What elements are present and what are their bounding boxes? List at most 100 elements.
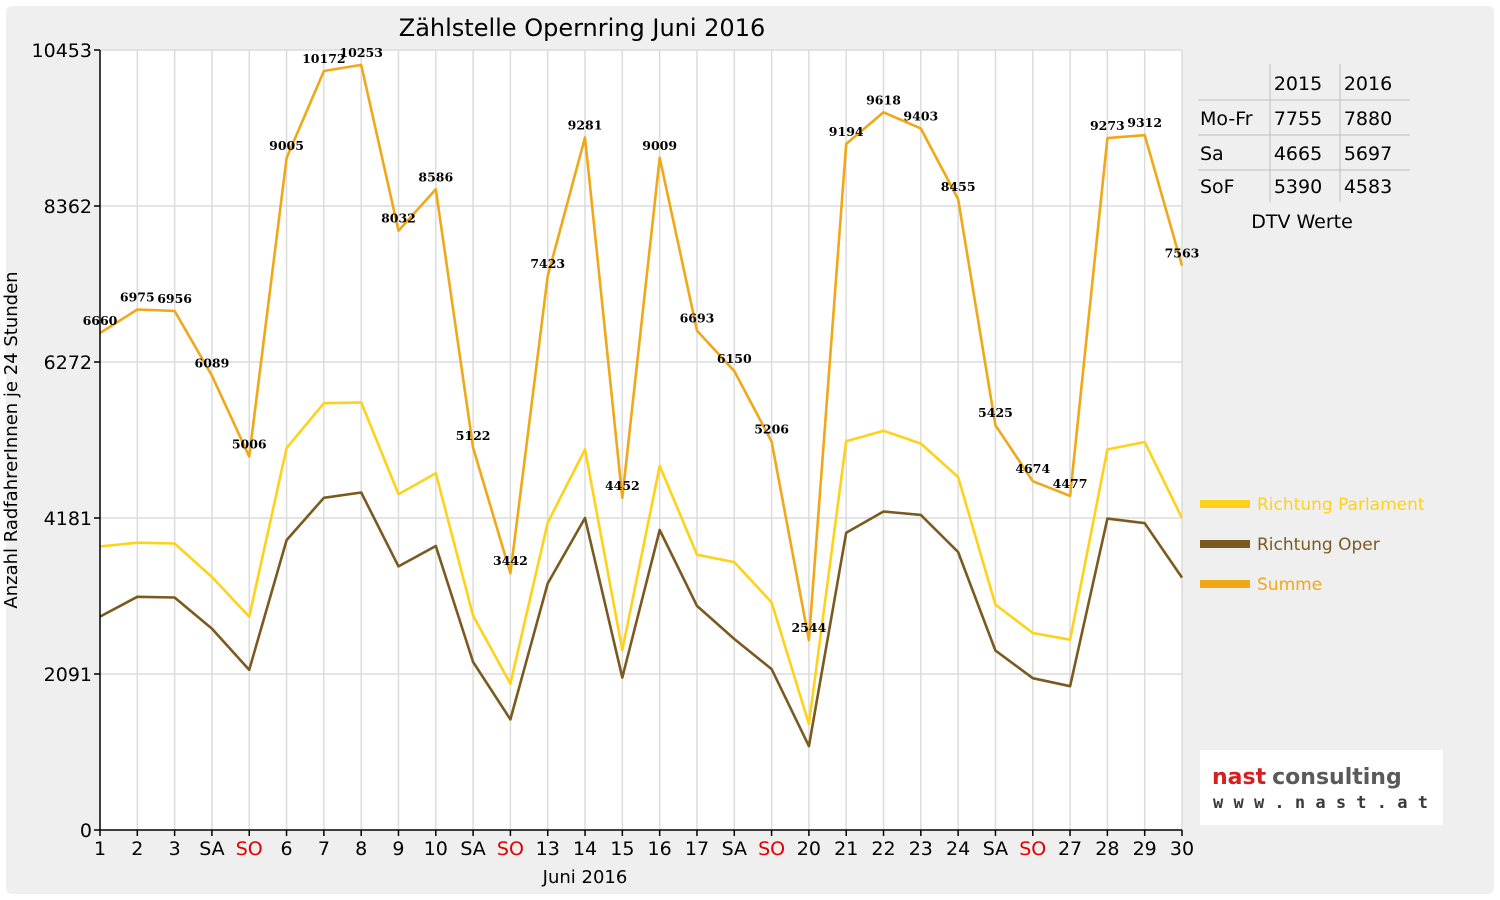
x-axis-ticks: 1 2 3 SA SO 6 7 8 9 10 SA SO 13 14 15 16 17 SA SO 20 21 22 23 2… — [94, 830, 1194, 860]
x-tick-label: 8 — [355, 838, 367, 860]
table-row-label: SoF — [1200, 176, 1235, 198]
data-label: 9281 — [568, 117, 603, 132]
x-tick-label: 20 — [797, 838, 821, 860]
y-tick-label: 6272 — [44, 352, 92, 374]
logo-url: w w w . n a s t . a t — [1213, 793, 1428, 813]
legend-label: Richtung Parlament — [1257, 495, 1425, 515]
x-tick-label: SO — [1019, 838, 1046, 860]
gridlines — [100, 49, 1183, 830]
x-tick-label: 16 — [648, 838, 672, 860]
x-tick-label: 10 — [424, 838, 448, 860]
data-label: 9618 — [866, 92, 901, 107]
legend: Richtung Parlament Richtung Oper Summe — [1200, 495, 1425, 595]
data-label: 5122 — [456, 428, 491, 443]
x-tick-label: 1 — [94, 838, 106, 860]
legend-swatch — [1200, 540, 1250, 548]
x-tick-label: 9 — [392, 838, 404, 860]
table-cell: 5697 — [1344, 143, 1392, 165]
table-caption: DTV Werte — [1251, 211, 1353, 233]
x-tick-label: 2 — [131, 838, 143, 860]
chart-title: Zählstelle Opernring Juni 2016 — [399, 14, 765, 42]
data-label: 7563 — [1165, 246, 1200, 261]
data-label: 6089 — [195, 356, 230, 371]
table-header-2016: 2016 — [1344, 73, 1392, 95]
y-tick-label: 2091 — [44, 664, 92, 686]
y-tick-label: 8362 — [44, 196, 92, 218]
legend-swatch — [1200, 580, 1250, 588]
data-label: 3442 — [493, 553, 528, 568]
x-tick-label: SA — [199, 838, 224, 860]
legend-swatch — [1200, 500, 1250, 508]
x-tick-label: 17 — [685, 838, 709, 860]
data-label: 4452 — [605, 478, 640, 493]
data-label: 5425 — [978, 405, 1013, 420]
x-tick-label: 13 — [536, 838, 560, 860]
x-tick-label: SA — [983, 838, 1008, 860]
series-line — [99, 63, 1184, 642]
x-tick-label: 3 — [169, 838, 181, 860]
legend-label: Richtung Oper — [1257, 535, 1380, 555]
series-lines — [99, 63, 1184, 748]
table-row-label: Sa — [1200, 143, 1224, 165]
y-tick-label: 10453 — [32, 40, 92, 62]
data-label: 10172 — [302, 51, 346, 66]
data-label: 5006 — [232, 436, 267, 451]
legend-label: Summe — [1257, 575, 1322, 595]
data-label: 8455 — [941, 179, 976, 194]
x-tick-label: 6 — [281, 838, 293, 860]
data-label: 10253 — [339, 45, 383, 60]
data-label: 5206 — [754, 422, 789, 437]
series-line — [99, 491, 1184, 748]
data-label: 6975 — [120, 290, 155, 305]
x-axis-title: Juni 2016 — [542, 867, 628, 888]
data-label: 9194 — [829, 124, 864, 139]
table-cell: 5390 — [1274, 176, 1322, 198]
x-tick-label: SA — [460, 838, 485, 860]
table-cell: 4583 — [1344, 176, 1392, 198]
data-label: 9312 — [1127, 115, 1162, 130]
x-tick-label: SA — [722, 838, 747, 860]
plot-area — [100, 50, 1182, 830]
y-tick-label: 0 — [80, 820, 92, 842]
series-line — [99, 401, 1184, 726]
dtv-table: 2015 2016 Mo-Fr 7755 7880 Sa 4665 5697 S… — [1198, 64, 1410, 233]
data-label: 8032 — [381, 211, 416, 226]
x-tick-label: 28 — [1095, 838, 1119, 860]
data-label: 9005 — [269, 138, 304, 153]
logo: nast consulting w w w . n a s t . a t — [1200, 750, 1443, 825]
x-tick-label: SO — [758, 838, 785, 860]
x-tick-label: 15 — [610, 838, 634, 860]
x-tick-label: SO — [497, 838, 524, 860]
x-tick-label: 30 — [1170, 838, 1194, 860]
table-header-2015: 2015 — [1274, 73, 1322, 95]
x-tick-label: 29 — [1133, 838, 1157, 860]
data-label: 9403 — [903, 108, 938, 123]
logo-wordmark: nast consulting — [1212, 765, 1402, 790]
logo-name-part2: consulting — [1272, 765, 1402, 790]
y-tick-label: 4181 — [44, 508, 92, 530]
x-tick-label: 23 — [909, 838, 933, 860]
x-tick-label: 22 — [871, 838, 895, 860]
y-axis-title: Anzahl RadfahrerInnen je 24 Stunden — [1, 271, 22, 608]
data-label: 2544 — [791, 620, 826, 635]
x-tick-label: 7 — [318, 838, 330, 860]
x-tick-label: 24 — [946, 838, 970, 860]
data-label: 7423 — [530, 256, 565, 271]
data-label: 9009 — [642, 138, 677, 153]
data-label: 4477 — [1053, 476, 1088, 491]
table-cell: 7880 — [1344, 108, 1392, 130]
table-cell: 4665 — [1274, 143, 1322, 165]
logo-box — [1200, 750, 1443, 825]
table-row-label: Mo-Fr — [1200, 108, 1253, 130]
table-cell: 7755 — [1274, 108, 1322, 130]
x-tick-label: 21 — [834, 838, 858, 860]
data-label: 6150 — [717, 351, 752, 366]
data-label: 9273 — [1090, 118, 1125, 133]
data-label: 8586 — [418, 169, 453, 184]
data-label: 4674 — [1015, 461, 1050, 476]
y-axis-ticks: 0 2091 4181 6272 8362 10453 — [32, 40, 100, 842]
logo-name-part1: nast — [1212, 765, 1267, 790]
data-label: 6693 — [680, 311, 715, 326]
x-tick-label: 14 — [573, 838, 597, 860]
